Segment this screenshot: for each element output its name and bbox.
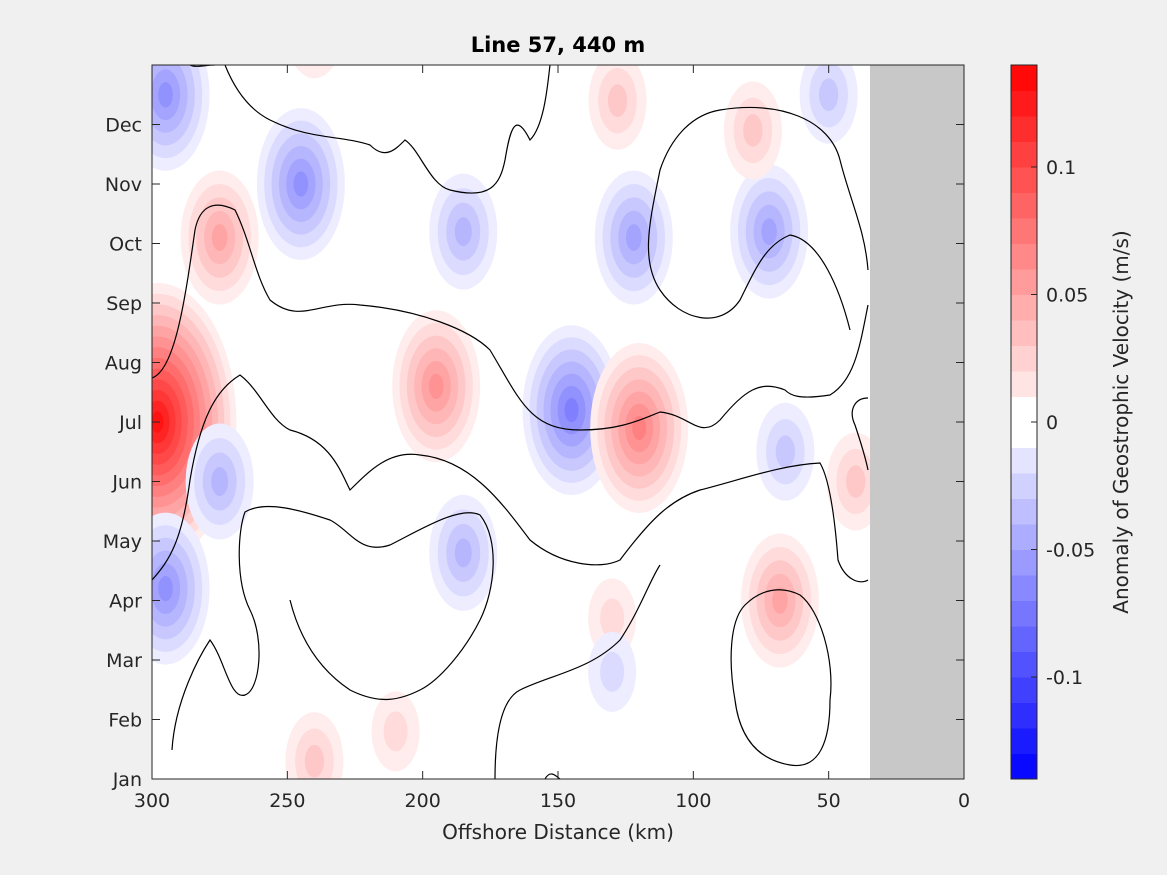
anomaly-contour-fill [211,224,228,251]
anomaly-contour-fill [158,82,173,108]
colorbar-level [1011,447,1037,474]
anomaly-contour-fill [625,224,642,251]
x-tick-label: 100 [675,790,711,812]
colorbar-level [1011,218,1037,244]
zero-contour-line [730,589,832,767]
colorbar-tick-label: 0 [1046,412,1058,434]
colorbar-tick-label: -0.05 [1046,540,1095,562]
anomaly-contour-fill [454,538,472,568]
y-tick-label: Dec [105,115,142,137]
colorbar-level [1011,524,1037,550]
x-tick-label: 300 [134,790,170,812]
x-tick-label: 50 [817,790,841,812]
anomaly-contour-fill [304,744,325,778]
anomaly-contour-fill [305,13,324,46]
zero-contours [152,65,869,779]
anomaly-contour-fill [211,467,229,496]
anomaly-contour-fill [295,0,334,62]
y-axis: Jan Feb Mar Apr May Jun Jul Aug Sep Oct Nov Dec [103,115,964,791]
y-tick-label: Apr [109,591,142,613]
y-tick-label: Jan [112,769,142,791]
colorbar-level [1011,269,1037,295]
colorbar-level [1011,753,1037,780]
colorbar-label: Anomaly of Geostrophic Velocity (m/s) [1109,230,1133,613]
zero-contour-line [851,397,869,471]
colorbar-level [1011,422,1037,448]
y-tick-label: Aug [105,353,142,375]
colorbar-level [1011,294,1037,321]
anomaly-contour-fill [846,465,866,498]
anomaly-contour-fill [294,65,335,79]
colorbar-level [1011,243,1037,270]
no-data-region [870,65,964,779]
colorbar-level [1011,728,1037,754]
chart-title: Line 57, 440 m [471,33,646,57]
anomaly-contour-fill [632,415,647,441]
colorbar-level [1011,600,1037,627]
anomaly-contour-fill [158,575,173,602]
colorbar-level [1011,116,1037,142]
zero-contour-line [152,374,869,583]
colorbar-level [1011,626,1037,652]
anomaly-contour-fill [428,373,444,399]
colorbar-level [1011,549,1037,576]
y-tick-label: Jul [118,412,142,434]
x-tick-label: 200 [405,790,441,812]
zero-contour-line [171,505,494,751]
anomaly-contour-fill [383,711,408,752]
colorbar-level [1011,396,1037,423]
anomaly-contour-fill [293,171,309,197]
zero-contour-line [544,773,561,779]
x-tick-label: 250 [269,790,305,812]
colorbar-level [1011,90,1037,117]
x-axis-label: Offshore Distance (km) [442,820,674,844]
anomaly-contour-fill [607,84,628,118]
anomaly-field [152,0,885,779]
zero-contour-line [152,204,869,431]
colorbar-tick-label: 0.05 [1046,285,1088,307]
colorbar-level [1011,651,1037,678]
anomaly-contour-fill [775,435,796,469]
colorbar-level [1011,473,1037,499]
x-tick-label: 0 [958,790,970,812]
colorbar-level [1011,371,1037,397]
colorbar-level [1011,65,1037,91]
colorbar-level [1011,677,1037,703]
x-axis: 300 250 200 150 100 50 0 [134,65,970,812]
anomaly-contour-fill [600,651,625,692]
colorbar-level [1011,320,1037,346]
anomaly-contour-fill [564,397,579,423]
anomaly-contour-fill [743,114,763,147]
anomaly-contour-fill [772,587,788,614]
colorbar-tick-label: -0.1 [1046,667,1083,689]
anomaly-contour-fill [454,217,472,247]
colorbar-level [1011,575,1037,601]
colorbar-level [1011,345,1037,372]
anomaly-contour-fill [600,598,625,639]
y-tick-label: Jun [111,472,142,494]
zero-contour-line [494,564,661,779]
colorbar-ticks: 0.1 0.05 0 -0.05 -0.1 [1031,157,1095,689]
colorbar-level [1011,702,1037,729]
colorbar-level [1011,498,1037,525]
y-tick-label: Oct [109,234,142,256]
y-tick-label: Nov [105,174,142,196]
colorbar-level [1011,192,1037,219]
x-tick-label: 150 [540,790,576,812]
colorbar-tick-label: 0.1 [1046,157,1076,179]
y-tick-label: May [103,531,142,553]
anomaly-contour-fill [761,218,777,246]
anomaly-contour-fill [819,78,839,112]
colorbar-level [1011,141,1037,168]
zero-contour-line [647,106,869,331]
y-tick-label: Mar [106,650,142,672]
y-tick-label: Feb [108,710,142,732]
y-tick-label: Sep [106,293,142,315]
colorbar-level [1011,167,1037,193]
